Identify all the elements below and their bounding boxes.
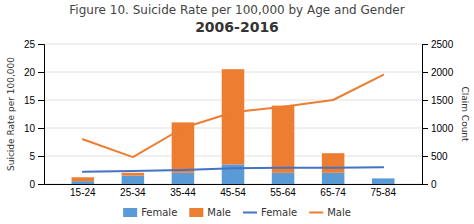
legend-swatch	[189, 208, 203, 217]
axis-line	[423, 45, 429, 185]
bar	[322, 173, 345, 184]
tick-label: 2500	[431, 39, 454, 50]
tick: 0	[422, 179, 437, 190]
line	[83, 167, 383, 171]
tick: 5	[29, 151, 44, 162]
bar	[122, 176, 145, 184]
legend-swatch	[309, 212, 323, 214]
bar	[222, 69, 245, 164]
axis-title: Suicide Rate per 100,000	[6, 57, 16, 171]
grid-line	[44, 44, 422, 45]
grid	[44, 44, 422, 184]
tick: 25-34	[120, 187, 146, 198]
tick-mark	[422, 72, 428, 73]
x-axis: 15-24 25-34 35-44 45-54 55-64 65-74 75-84	[45, 185, 423, 199]
chart: Figure 10. Suicide Rate per 100,000 by A…	[0, 0, 474, 224]
tick: 2500	[422, 39, 454, 50]
tick-mark	[38, 44, 44, 45]
tick: 1500	[422, 95, 454, 106]
legend-label: Male	[207, 207, 231, 218]
tick-label: 75-84	[370, 187, 396, 198]
tick-label: 15	[24, 95, 36, 106]
legend-item: Female	[123, 207, 177, 218]
bar	[72, 181, 95, 184]
bar	[372, 178, 395, 179]
tick-mark	[422, 44, 428, 45]
tick: 10	[24, 123, 44, 134]
legend-item: Male	[309, 207, 351, 218]
tick: 75-84	[370, 187, 396, 198]
tick: 20	[24, 67, 44, 78]
tick: 65-74	[320, 187, 346, 198]
tick: 0	[29, 179, 44, 190]
tick-mark	[422, 156, 428, 157]
title: Figure 10. Suicide Rate per 100,000 by A…	[69, 3, 404, 17]
tick-mark	[38, 100, 44, 101]
tick: 45-54	[220, 187, 246, 198]
marks	[72, 69, 395, 184]
tick: 35-44	[170, 187, 196, 198]
tick: 15	[24, 95, 44, 106]
bar	[322, 153, 345, 173]
tick: 15-24	[70, 187, 96, 198]
tick-label: 1500	[431, 95, 454, 106]
legend-label: Male	[327, 207, 351, 218]
tick-label: 5	[29, 151, 35, 162]
tick-label: 35-44	[170, 187, 196, 198]
legend-item: Male	[189, 207, 231, 218]
tick-label: 25	[24, 39, 36, 50]
bar-series	[72, 69, 345, 181]
tick-label: 15-24	[70, 187, 96, 198]
tick-mark	[38, 128, 44, 129]
legend-label: Female	[261, 207, 297, 218]
bar	[272, 173, 295, 184]
bar-series	[72, 164, 395, 184]
bar	[72, 177, 95, 181]
axis-line	[45, 184, 423, 185]
legend-swatch	[123, 208, 137, 217]
bar	[122, 173, 145, 176]
subtitle: 2006-2016	[195, 19, 279, 35]
tick: 55-64	[270, 187, 296, 198]
axis-title: Claim Count	[460, 86, 470, 142]
tick: 1000	[422, 123, 454, 134]
tick-label: 500	[431, 151, 448, 162]
plot: 15-24 25-34 35-44 45-54 55-64 65-74 75-84 0 5 10 1…	[24, 39, 454, 198]
tick-label: 55-64	[270, 187, 296, 198]
axis-line	[38, 45, 45, 185]
y2-axis: 0 500 1000 1500 2000 2500	[422, 39, 454, 190]
tick-label: 45-54	[220, 187, 246, 198]
tick-label: 1000	[431, 123, 454, 134]
bar	[172, 173, 195, 184]
line	[83, 75, 383, 157]
tick-label: 20	[24, 67, 36, 78]
tick-mark	[38, 184, 44, 185]
bar	[372, 178, 395, 184]
tick-mark	[422, 100, 428, 101]
y-axis: 0 5 10 15 20 25	[24, 39, 45, 190]
tick: 2000	[422, 67, 454, 78]
tick-mark	[38, 72, 44, 73]
tick-label: 25-34	[120, 187, 146, 198]
tick: 25	[24, 39, 44, 50]
legend-swatch	[243, 212, 257, 214]
legend: Female Male Female Male	[123, 207, 351, 218]
tick-mark	[38, 156, 44, 157]
tick-label: 2000	[431, 67, 454, 78]
tick-mark	[422, 128, 428, 129]
tick-label: 65-74	[320, 187, 346, 198]
tick-mark	[422, 184, 428, 185]
bar	[172, 122, 195, 172]
bar	[272, 106, 295, 173]
tick-label: 10	[24, 123, 36, 134]
tick-label: 0	[29, 179, 35, 190]
tick: 500	[422, 151, 448, 162]
legend-item: Female	[243, 207, 297, 218]
legend-label: Female	[141, 207, 177, 218]
tick-label: 0	[431, 179, 437, 190]
